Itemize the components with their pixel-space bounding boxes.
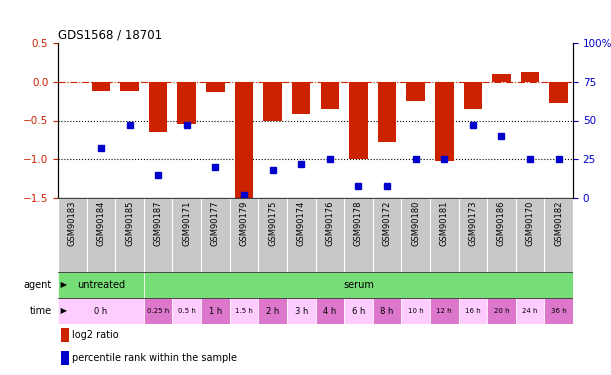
Text: GSM90184: GSM90184 xyxy=(97,200,106,246)
Text: GSM90170: GSM90170 xyxy=(525,200,535,246)
Text: 8 h: 8 h xyxy=(380,306,393,315)
Bar xyxy=(492,74,511,82)
Bar xyxy=(263,82,282,120)
Bar xyxy=(459,298,487,324)
Text: time: time xyxy=(30,306,52,316)
Bar xyxy=(144,298,172,324)
Bar xyxy=(287,298,315,324)
Bar xyxy=(315,198,344,272)
Bar xyxy=(521,72,540,82)
Bar xyxy=(516,298,544,324)
Text: GSM90173: GSM90173 xyxy=(469,200,477,246)
Bar xyxy=(230,198,258,272)
Bar xyxy=(544,198,573,272)
Text: 2 h: 2 h xyxy=(266,306,279,315)
Text: GSM90174: GSM90174 xyxy=(297,200,306,246)
Bar xyxy=(344,298,373,324)
Bar xyxy=(235,82,254,198)
Text: GSM90172: GSM90172 xyxy=(382,200,392,246)
Text: ▶: ▶ xyxy=(58,306,67,315)
Text: 16 h: 16 h xyxy=(465,308,481,314)
Bar xyxy=(464,82,482,109)
Bar xyxy=(172,198,201,272)
Bar xyxy=(58,198,87,272)
Bar xyxy=(292,82,310,114)
Bar xyxy=(373,198,401,272)
Text: GSM90175: GSM90175 xyxy=(268,200,277,246)
Text: GSM90180: GSM90180 xyxy=(411,200,420,246)
Bar xyxy=(177,82,196,124)
Bar xyxy=(87,198,115,272)
Text: 0.25 h: 0.25 h xyxy=(147,308,169,314)
Bar xyxy=(378,82,397,142)
Text: untreated: untreated xyxy=(77,280,125,290)
Bar xyxy=(516,198,544,272)
Text: GSM90179: GSM90179 xyxy=(240,200,249,246)
Bar xyxy=(544,298,573,324)
Text: 36 h: 36 h xyxy=(551,308,566,314)
Text: 0 h: 0 h xyxy=(94,306,108,315)
Text: GSM90182: GSM90182 xyxy=(554,200,563,246)
Bar xyxy=(61,328,69,342)
Text: 1 h: 1 h xyxy=(209,306,222,315)
Text: log2 ratio: log2 ratio xyxy=(72,330,119,340)
Text: 0.5 h: 0.5 h xyxy=(178,308,196,314)
Bar xyxy=(487,198,516,272)
Bar xyxy=(401,198,430,272)
Bar xyxy=(144,198,172,272)
Bar xyxy=(206,82,225,92)
Bar xyxy=(61,351,69,365)
Bar xyxy=(344,198,373,272)
Bar xyxy=(373,298,401,324)
Text: 20 h: 20 h xyxy=(494,308,510,314)
Bar xyxy=(435,82,453,161)
Text: GSM90187: GSM90187 xyxy=(153,200,163,246)
Bar xyxy=(58,298,144,324)
Bar xyxy=(487,298,516,324)
Bar xyxy=(149,82,167,132)
Bar xyxy=(315,298,344,324)
Text: percentile rank within the sample: percentile rank within the sample xyxy=(72,353,237,363)
Bar xyxy=(459,198,487,272)
Bar xyxy=(92,82,110,91)
Bar xyxy=(120,82,139,91)
Text: ▶: ▶ xyxy=(58,280,67,290)
Bar xyxy=(406,82,425,101)
Text: 10 h: 10 h xyxy=(408,308,423,314)
Bar xyxy=(201,298,230,324)
Text: 6 h: 6 h xyxy=(352,306,365,315)
Bar xyxy=(258,298,287,324)
Bar xyxy=(115,198,144,272)
Text: 24 h: 24 h xyxy=(522,308,538,314)
Bar xyxy=(58,272,144,298)
Text: serum: serum xyxy=(343,280,374,290)
Bar xyxy=(230,298,258,324)
Text: 12 h: 12 h xyxy=(436,308,452,314)
Text: GDS1568 / 18701: GDS1568 / 18701 xyxy=(58,29,162,42)
Bar xyxy=(287,198,315,272)
Text: agent: agent xyxy=(24,280,52,290)
Bar xyxy=(201,198,230,272)
Bar xyxy=(430,298,459,324)
Text: GSM90186: GSM90186 xyxy=(497,200,506,246)
Bar xyxy=(401,298,430,324)
Bar xyxy=(258,198,287,272)
Bar xyxy=(144,272,573,298)
Bar xyxy=(172,298,201,324)
Bar xyxy=(430,198,459,272)
Bar xyxy=(549,82,568,103)
Text: GSM90178: GSM90178 xyxy=(354,200,363,246)
Bar xyxy=(321,82,339,109)
Bar xyxy=(349,82,368,159)
Text: 1.5 h: 1.5 h xyxy=(235,308,253,314)
Text: GSM90177: GSM90177 xyxy=(211,200,220,246)
Text: 3 h: 3 h xyxy=(295,306,308,315)
Text: 4 h: 4 h xyxy=(323,306,337,315)
Text: GSM90185: GSM90185 xyxy=(125,200,134,246)
Text: GSM90171: GSM90171 xyxy=(182,200,191,246)
Text: GSM90183: GSM90183 xyxy=(68,200,77,246)
Text: GSM90176: GSM90176 xyxy=(325,200,334,246)
Text: GSM90181: GSM90181 xyxy=(440,200,448,246)
